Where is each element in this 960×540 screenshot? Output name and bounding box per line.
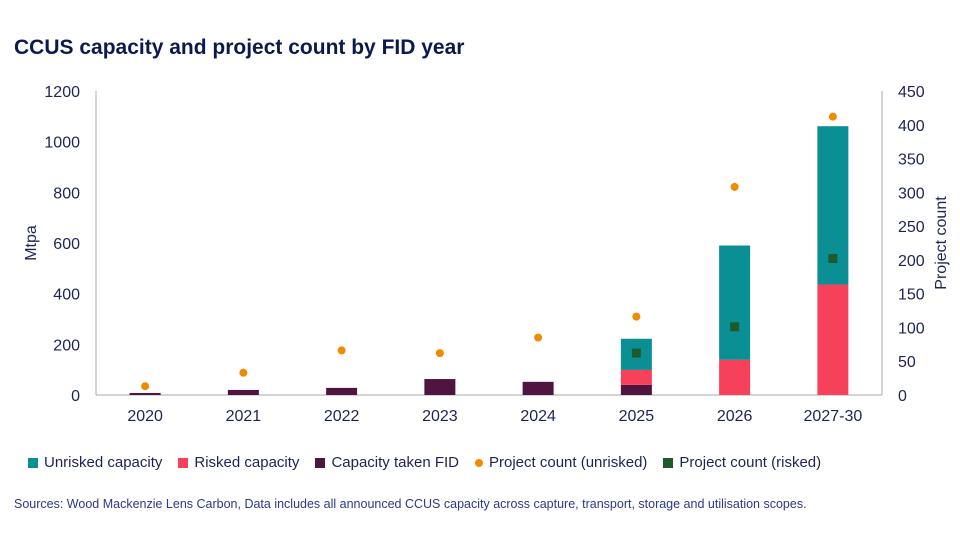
legend-label: Project count (risked): [679, 454, 822, 471]
y2-tick-label: 250: [898, 219, 925, 236]
point-project-count-unrisked: [828, 112, 837, 121]
bar-risked-capacity: [620, 369, 652, 385]
legend-swatch: [475, 458, 483, 467]
source-note: Sources: Wood Mackenzie Lens Carbon, Dat…: [14, 497, 807, 511]
point-project-count-unrisked: [239, 368, 248, 377]
y-tick-label: 800: [53, 185, 80, 202]
point-project-count-risked: [828, 254, 838, 264]
x-tick-label: 2024: [520, 408, 556, 425]
x-tick-label: 2026: [717, 408, 753, 425]
legend-label: Risked capacity: [194, 454, 300, 471]
y2-tick-label: 150: [898, 287, 925, 304]
x-tick-label: 2027-30: [804, 408, 863, 425]
point-project-count-unrisked: [141, 382, 150, 391]
y2-tick-label: 300: [898, 185, 925, 202]
point-project-count-unrisked: [730, 182, 739, 191]
legend: Unrisked capacity Risked capacity Capaci…: [28, 454, 821, 471]
legend-item-taken: Capacity taken FID: [315, 454, 459, 471]
y2-tick-label: 350: [898, 152, 925, 169]
bar-capacity-taken-fid: [326, 387, 358, 395]
x-tick-label: 2025: [619, 408, 655, 425]
y2-tick-label: 100: [898, 320, 925, 337]
y2-tick-label: 0: [898, 388, 907, 405]
point-project-count-risked: [730, 322, 740, 332]
y-tick-label: 0: [71, 388, 80, 405]
bar-capacity-taken-fid: [522, 381, 554, 395]
x-tick-label: 2021: [226, 408, 262, 425]
legend-item-count-risked: Project count (risked): [663, 454, 821, 471]
x-tick-label: 2023: [422, 408, 458, 425]
legend-swatch: [178, 457, 189, 468]
legend-item-unrisked: Unrisked capacity: [28, 454, 162, 471]
bar-capacity-taken-fid: [227, 389, 259, 395]
legend-item-risked: Risked capacity: [178, 454, 299, 471]
y2-axis-title: Project count: [933, 196, 950, 290]
y-tick-label: 200: [53, 337, 80, 354]
x-tick-label: 2020: [127, 408, 163, 425]
point-project-count-unrisked: [534, 333, 543, 342]
bar-capacity-taken-fid: [424, 379, 456, 395]
point-project-count-unrisked: [337, 346, 346, 355]
legend-swatch: [663, 457, 674, 468]
chart-plot: 0 200 400 600 800 1000 1200 0 50 100 150 200 250 300 3…: [23, 84, 950, 425]
y2-tick-label: 400: [898, 118, 925, 135]
y-tick-label: 1200: [44, 84, 80, 101]
legend-item-count-unrisked: Project count (unrisked): [475, 454, 647, 471]
legend-swatch: [28, 457, 38, 468]
bar-risked-capacity: [817, 284, 849, 395]
point-project-count-risked: [631, 348, 641, 358]
y-axis-title: Mtpa: [23, 225, 40, 261]
y2-tick-label: 50: [898, 354, 916, 371]
legend-label: Unrisked capacity: [44, 454, 163, 471]
y-tick-label: 600: [53, 236, 80, 253]
bar-risked-capacity: [719, 359, 751, 395]
legend-label: Project count (unrisked): [489, 454, 648, 471]
y-tick-label: 400: [53, 287, 80, 304]
chart-title: CCUS capacity and project count by FID y…: [14, 36, 465, 59]
bar-capacity-taken-fid: [129, 392, 161, 395]
legend-label: Capacity taken FID: [331, 454, 459, 471]
y-tick-label: 1000: [44, 135, 80, 152]
y2-tick-label: 200: [898, 253, 925, 270]
point-project-count-unrisked: [435, 349, 444, 358]
x-tick-label: 2022: [324, 408, 360, 425]
bar-capacity-taken-fid: [620, 384, 652, 395]
bar-unrisked-capacity: [719, 245, 751, 360]
legend-swatch: [315, 457, 326, 468]
y2-tick-label: 450: [898, 84, 925, 101]
point-project-count-unrisked: [632, 312, 641, 321]
